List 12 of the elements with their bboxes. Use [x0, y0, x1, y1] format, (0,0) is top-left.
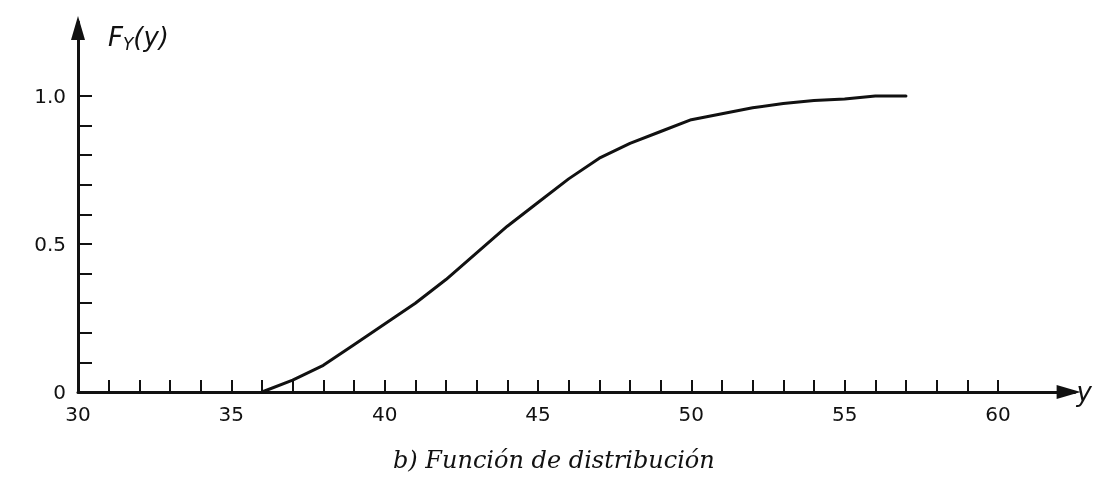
x-tick-label: 40: [371, 402, 398, 426]
y-tick-label: 1.0: [34, 84, 66, 108]
x-axis-title: y: [1075, 377, 1093, 407]
text: b) Función de distribución: [393, 446, 715, 474]
y-tick-label: 0.5: [34, 232, 66, 256]
x-tick-label: 60: [985, 402, 1011, 426]
y-tick-label: 0: [53, 380, 66, 404]
x-tick-label: 55: [831, 402, 858, 426]
x-tick-label: 35: [218, 402, 245, 426]
x-tick-label: 30: [65, 402, 91, 426]
x-tick-label: 45: [525, 402, 551, 426]
x-tick-label: 50: [678, 402, 705, 426]
